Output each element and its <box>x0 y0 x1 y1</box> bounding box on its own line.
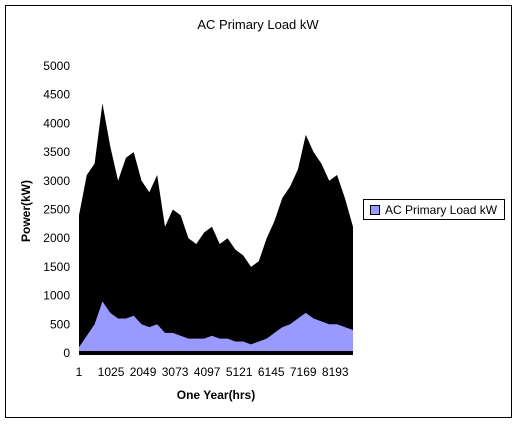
x-axis-ticks: 1 1025 2049 3073 4097 5121 6145 7169 8193 <box>76 365 349 379</box>
x-tick-label: 8193 <box>322 365 349 379</box>
x-tick-label: 2049 <box>130 365 157 379</box>
y-axis-title: Power(kW) <box>19 180 33 242</box>
x-axis-title: One Year(hrs) <box>177 388 255 402</box>
y-tick-label: 500 <box>50 317 70 331</box>
y-tick-label: 2000 <box>43 231 70 245</box>
plot-area <box>79 103 353 355</box>
y-tick-label: 3000 <box>43 174 70 188</box>
x-tick-label: 4097 <box>194 365 221 379</box>
x-tick-label: 1025 <box>98 365 125 379</box>
y-tick-label: 1500 <box>43 260 70 274</box>
y-tick-label: 4000 <box>43 116 70 130</box>
legend-swatch <box>370 204 380 215</box>
x-tick-label: 7169 <box>290 365 317 379</box>
y-tick-label: 4500 <box>43 88 70 102</box>
legend: AC Primary Load kW <box>363 199 505 220</box>
y-axis-ticks: 0 500 1000 1500 2000 2500 3000 3500 4000 4500 5000 <box>43 59 70 360</box>
load-area <box>79 103 353 353</box>
y-tick-label: 1000 <box>43 289 70 303</box>
x-tick-label: 5121 <box>226 365 253 379</box>
base-load-area <box>79 301 353 353</box>
y-tick-label: 5000 <box>43 59 70 73</box>
chart-title: AC Primary Load kW <box>197 17 319 32</box>
legend-label: AC Primary Load kW <box>385 202 498 217</box>
x-tick-label: 1 <box>76 365 83 379</box>
y-tick-label: 2500 <box>43 203 70 217</box>
x-tick-label: 3073 <box>162 365 189 379</box>
y-tick-label: 0 <box>63 346 70 360</box>
y-tick-label: 3500 <box>43 145 70 159</box>
x-tick-label: 6145 <box>258 365 285 379</box>
